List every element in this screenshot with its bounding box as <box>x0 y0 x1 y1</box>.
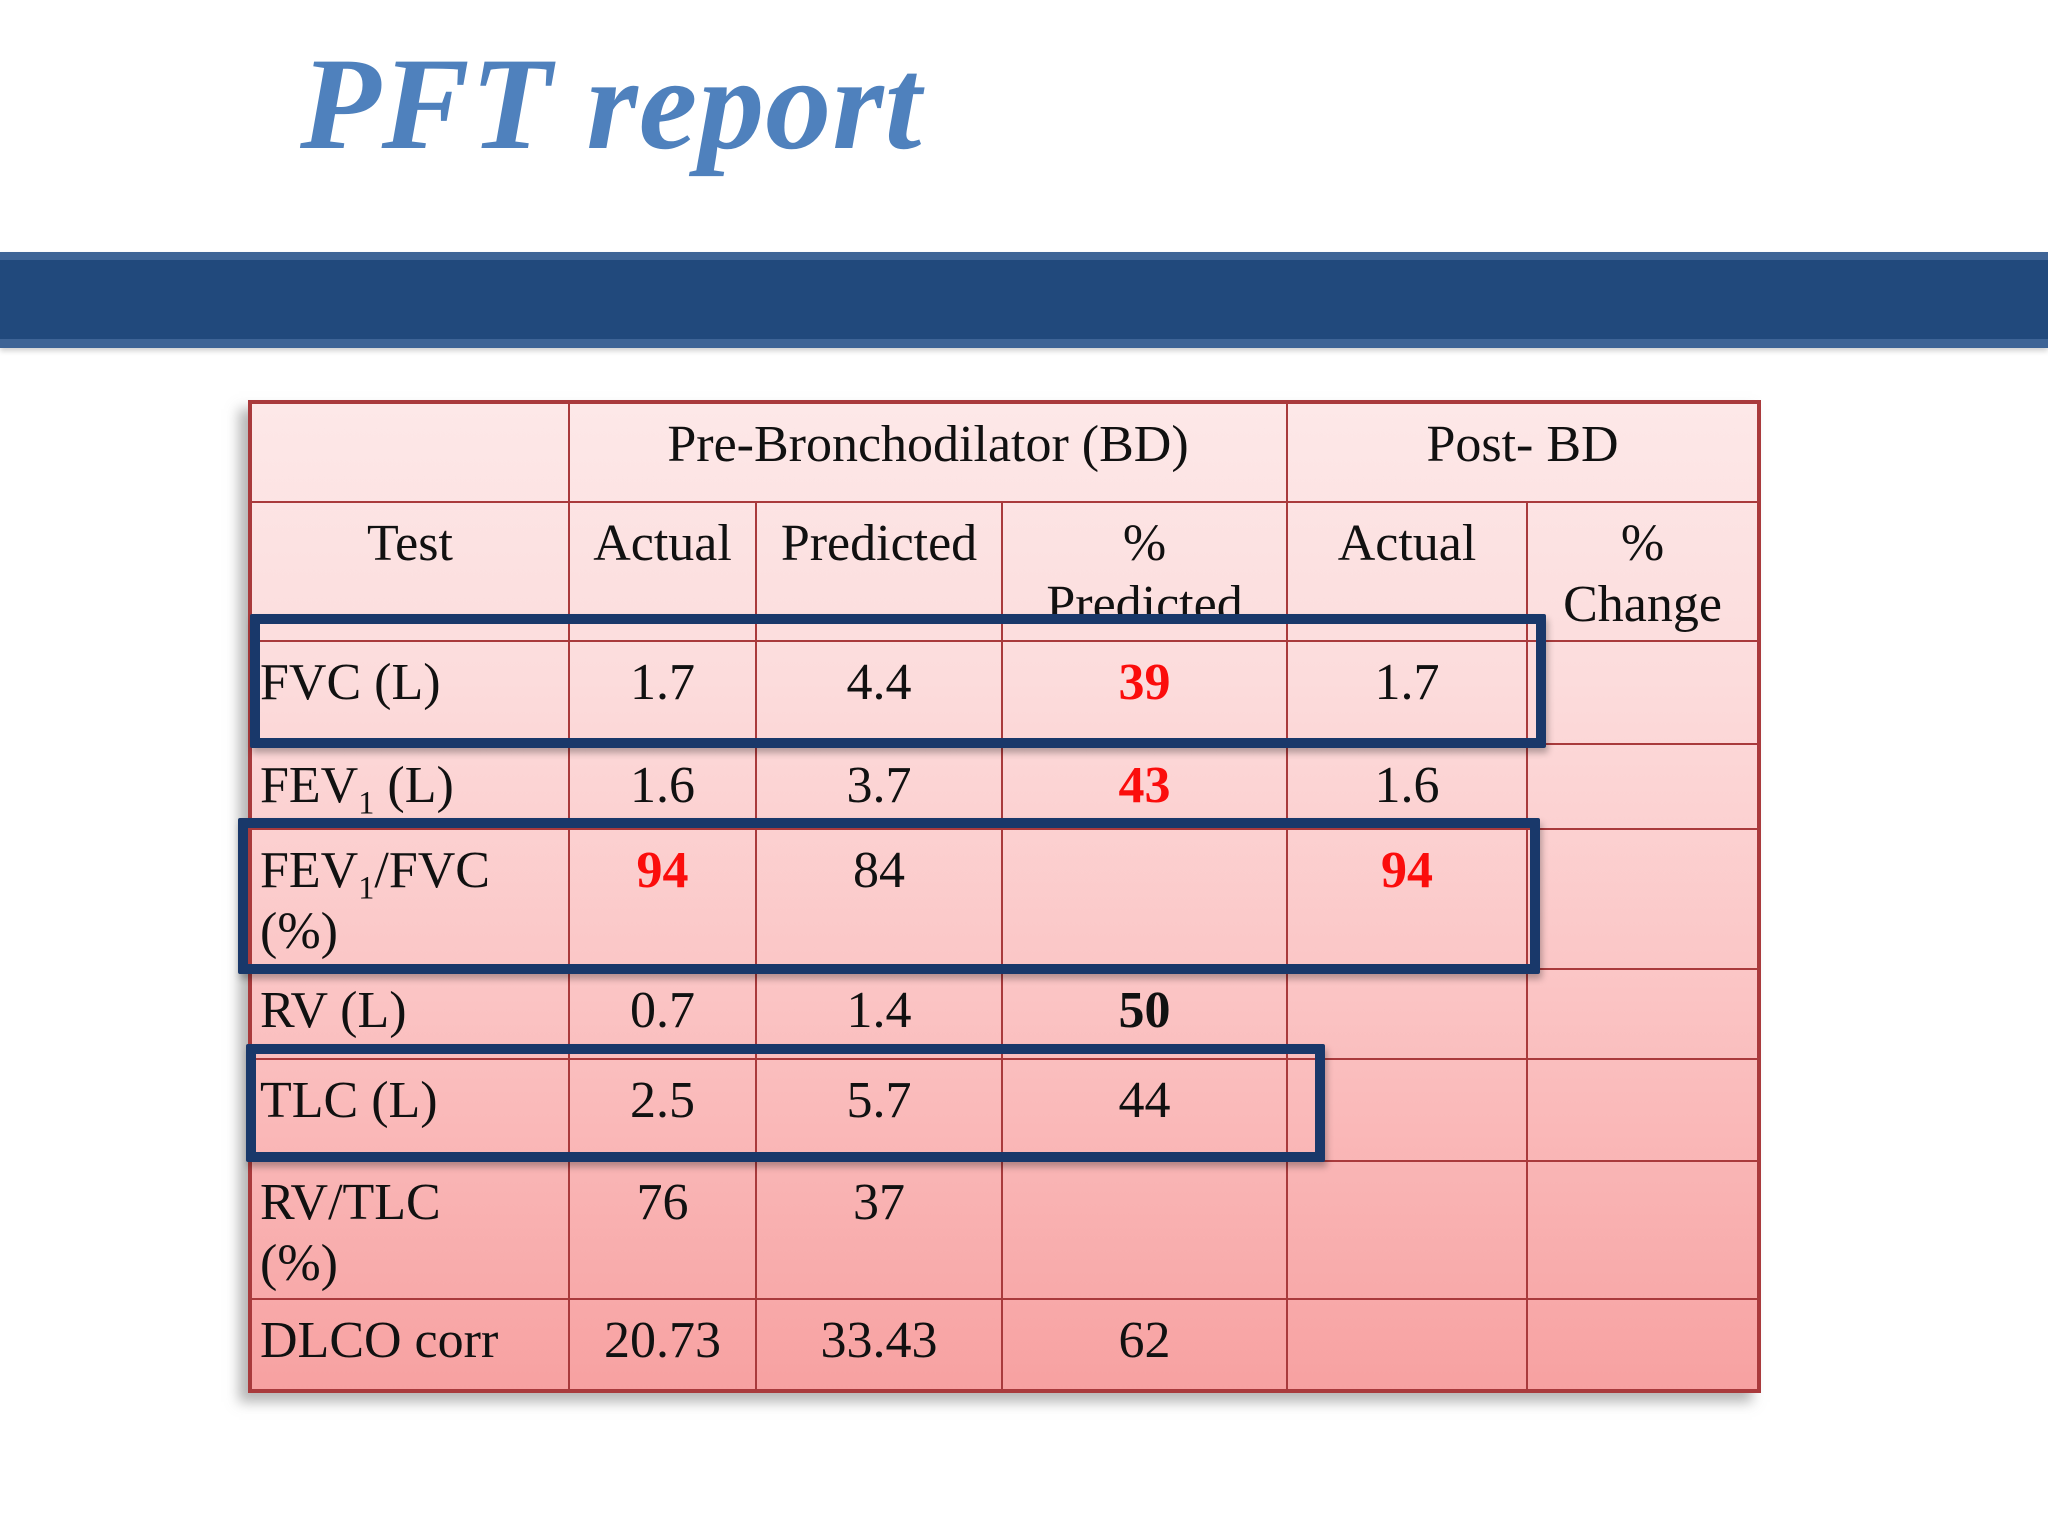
cell-dlco-predicted: 33.43 <box>755 1298 1003 1394</box>
cell-tlc-pct-predicted: 44 <box>1000 1057 1289 1162</box>
row-label-dlco: DLCO corr <box>248 1298 570 1394</box>
cell-fev1-predicted: 3.7 <box>755 742 1003 830</box>
row-label-tlc: TLC (L) <box>248 1057 570 1162</box>
group-header-empty-cell <box>248 400 570 503</box>
title-divider-bar <box>0 252 2048 348</box>
cell-fev1-pct-predicted: 43 <box>1000 742 1289 830</box>
row-label-fev1-fvc: FEV1/FVC (%) <box>248 827 570 970</box>
cell-tlc-actual-post <box>1286 1057 1529 1162</box>
table-row-rv-tlc: RV/TLC (%) 76 37 <box>248 1159 1762 1301</box>
cell-dlco-pct-change <box>1526 1298 1762 1394</box>
cell-rv-actual-post <box>1286 967 1529 1060</box>
cell-tlc-pct-change <box>1526 1057 1762 1162</box>
cell-fev1-fvc-pct-change <box>1526 827 1762 970</box>
pft-table: Pre-Bronchodilator (BD) Post- BD Test Ac… <box>248 400 1762 1394</box>
cell-rv-tlc-actual-post <box>1286 1159 1529 1301</box>
cell-dlco-pct-predicted: 62 <box>1000 1298 1289 1394</box>
cell-tlc-predicted: 5.7 <box>755 1057 1003 1162</box>
cell-rv-pct-change <box>1526 967 1762 1060</box>
table-row-tlc: TLC (L) 2.5 5.7 44 <box>248 1057 1762 1162</box>
cell-fvc-pct-change <box>1526 639 1762 745</box>
table-row-dlco: DLCO corr 20.73 33.43 62 <box>248 1298 1762 1394</box>
group-header-post-bd: Post- BD <box>1286 400 1762 503</box>
col-header-pct-change: % Change <box>1526 501 1762 642</box>
cell-fev1-fvc-actual-pre: 94 <box>568 827 757 970</box>
highlight-box-fvc-row <box>250 614 1546 748</box>
cell-rv-tlc-pct-change <box>1526 1159 1762 1301</box>
cell-rv-tlc-predicted: 37 <box>755 1159 1003 1301</box>
table-row-fev1: FEV1 (L) 1.6 3.7 43 1.6 <box>248 742 1762 830</box>
highlight-box-tlc-row <box>246 1044 1325 1162</box>
group-header-row: Pre-Bronchodilator (BD) Post- BD <box>248 400 1762 503</box>
row-label-fev1: FEV1 (L) <box>248 742 570 830</box>
group-header-pre-bd: Pre-Bronchodilator (BD) <box>567 400 1289 503</box>
cell-fev1-fvc-predicted: 84 <box>755 827 1003 970</box>
page-title: PFT report <box>300 30 923 177</box>
cell-fvc-actual-pre: 1.7 <box>568 639 757 745</box>
cell-dlco-actual-post <box>1286 1298 1529 1394</box>
row-label-fvc: FVC (L) <box>248 639 570 745</box>
cell-fev1-actual-pre: 1.6 <box>568 742 757 830</box>
cell-dlco-actual-pre: 20.73 <box>568 1298 757 1394</box>
cell-tlc-actual-pre: 2.5 <box>568 1057 757 1162</box>
table-row-fev1-fvc: FEV1/FVC (%) 94 84 94 <box>248 827 1762 970</box>
cell-fvc-actual-post: 1.7 <box>1286 639 1529 745</box>
highlight-box-fev1-fvc-row <box>238 818 1540 974</box>
cell-fev1-pct-change <box>1526 742 1762 830</box>
cell-fev1-fvc-pct-predicted <box>1000 827 1289 970</box>
cell-rv-tlc-actual-pre: 76 <box>568 1159 757 1301</box>
row-label-rv-tlc: RV/TLC (%) <box>248 1159 570 1301</box>
cell-rv-tlc-pct-predicted <box>1000 1159 1289 1301</box>
cell-fev1-actual-post: 1.6 <box>1286 742 1529 830</box>
cell-fev1-fvc-actual-post: 94 <box>1286 827 1529 970</box>
